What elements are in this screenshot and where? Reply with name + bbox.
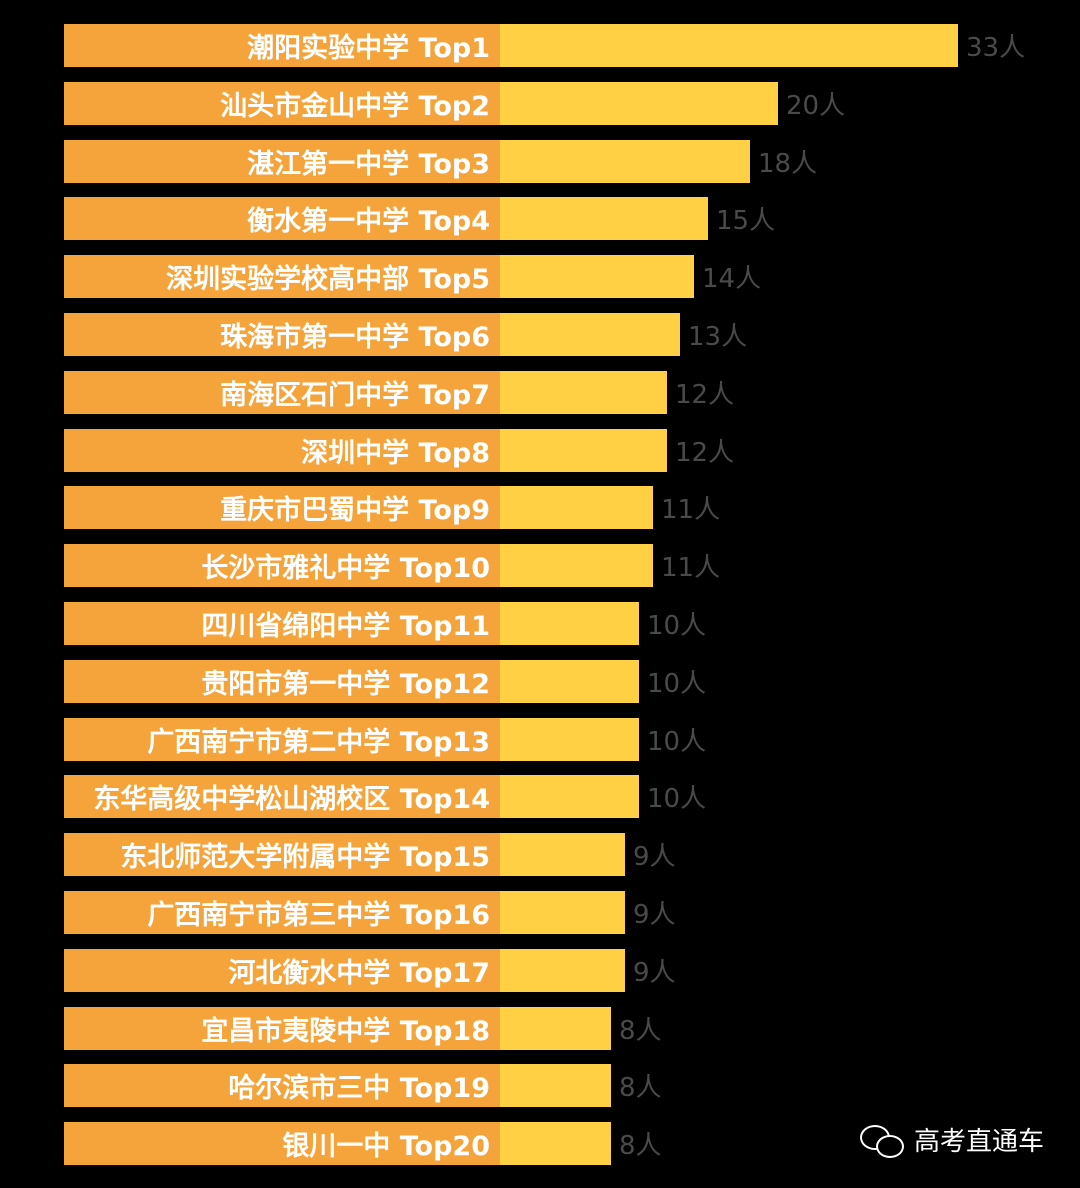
bar (500, 24, 958, 67)
category-label: 广西南宁市第二中学 Top13 (64, 718, 500, 761)
watermark-text: 高考直通车 (913, 1127, 1044, 1157)
value-label: 15人 (716, 206, 776, 236)
value-label: 12人 (675, 438, 735, 468)
category-label: 深圳中学 Top8 (64, 429, 500, 472)
category-label: 东华高级中学松山湖校区 Top14 (64, 775, 500, 818)
category-label: 衡水第一中学 Top4 (64, 197, 500, 240)
bar-row: 衡水第一中学 Top4 (64, 197, 708, 240)
value-label: 11人 (661, 495, 721, 525)
bar (500, 718, 639, 761)
bar (500, 602, 639, 645)
category-label: 四川省绵阳中学 Top11 (64, 602, 500, 645)
value-label: 14人 (702, 264, 762, 294)
category-label: 湛江第一中学 Top3 (64, 140, 500, 183)
bar (500, 1007, 611, 1050)
category-label: 哈尔滨市三中 Top19 (64, 1064, 500, 1107)
value-label: 8人 (619, 1073, 662, 1103)
bar (500, 82, 778, 125)
category-label: 深圳实验学校高中部 Top5 (64, 255, 500, 298)
bar-row: 珠海市第一中学 Top6 (64, 313, 680, 356)
bar-row: 宜昌市夷陵中学 Top18 (64, 1007, 611, 1050)
value-label: 9人 (633, 842, 676, 872)
value-label: 8人 (619, 1016, 662, 1046)
category-label: 潮阳实验中学 Top1 (64, 24, 500, 67)
value-label: 10人 (647, 611, 707, 641)
bar-row: 深圳中学 Top8 (64, 429, 667, 472)
value-label: 9人 (633, 958, 676, 988)
value-label: 9人 (633, 900, 676, 930)
bar-row: 深圳实验学校高中部 Top5 (64, 255, 694, 298)
bar-row: 四川省绵阳中学 Top11 (64, 602, 639, 645)
bar-row: 广西南宁市第二中学 Top13 (64, 718, 639, 761)
value-label: 12人 (675, 380, 735, 410)
bar-row: 东华高级中学松山湖校区 Top14 (64, 775, 639, 818)
bar (500, 833, 625, 876)
wechat-icon (859, 1123, 904, 1158)
value-label: 11人 (661, 553, 721, 583)
value-label: 8人 (619, 1131, 662, 1161)
bar (500, 197, 708, 240)
bar-row: 东北师范大学附属中学 Top15 (64, 833, 625, 876)
bar (500, 429, 667, 472)
watermark: 高考直通车 (859, 1121, 1044, 1158)
bar-row: 长沙市雅礼中学 Top10 (64, 544, 653, 587)
bar (500, 660, 639, 703)
bar (500, 775, 639, 818)
category-label: 珠海市第一中学 Top6 (64, 313, 500, 356)
category-label: 长沙市雅礼中学 Top10 (64, 544, 500, 587)
bar-row: 贵阳市第一中学 Top12 (64, 660, 639, 703)
bar-row: 河北衡水中学 Top17 (64, 949, 625, 992)
category-label: 河北衡水中学 Top17 (64, 949, 500, 992)
value-label: 20人 (786, 91, 846, 121)
bar (500, 1122, 611, 1165)
bar (500, 891, 625, 934)
category-label: 贵阳市第一中学 Top12 (64, 660, 500, 703)
bar (500, 544, 653, 587)
bar-row: 南海区石门中学 Top7 (64, 371, 667, 414)
category-label: 广西南宁市第三中学 Top16 (64, 891, 500, 934)
bar-row: 潮阳实验中学 Top1 (64, 24, 958, 67)
value-label: 10人 (647, 669, 707, 699)
category-label: 重庆市巴蜀中学 Top9 (64, 486, 500, 529)
category-label: 银川一中 Top20 (64, 1122, 500, 1165)
bar (500, 255, 694, 298)
bar-row: 湛江第一中学 Top3 (64, 140, 750, 183)
bar-row: 广西南宁市第三中学 Top16 (64, 891, 625, 934)
bar (500, 140, 750, 183)
bar (500, 486, 653, 529)
category-label: 汕头市金山中学 Top2 (64, 82, 500, 125)
bar-row: 银川一中 Top20 (64, 1122, 611, 1165)
bar-row: 重庆市巴蜀中学 Top9 (64, 486, 653, 529)
value-label: 13人 (688, 322, 748, 352)
bar-row: 汕头市金山中学 Top2 (64, 82, 778, 125)
value-label: 10人 (647, 784, 707, 814)
bar (500, 371, 667, 414)
category-label: 宜昌市夷陵中学 Top18 (64, 1007, 500, 1050)
bar-row: 哈尔滨市三中 Top19 (64, 1064, 611, 1107)
bar (500, 313, 680, 356)
category-label: 南海区石门中学 Top7 (64, 371, 500, 414)
bar (500, 949, 625, 992)
value-label: 10人 (647, 727, 707, 757)
category-label: 东北师范大学附属中学 Top15 (64, 833, 500, 876)
value-label: 33人 (966, 33, 1026, 63)
bar (500, 1064, 611, 1107)
value-label: 18人 (758, 149, 818, 179)
